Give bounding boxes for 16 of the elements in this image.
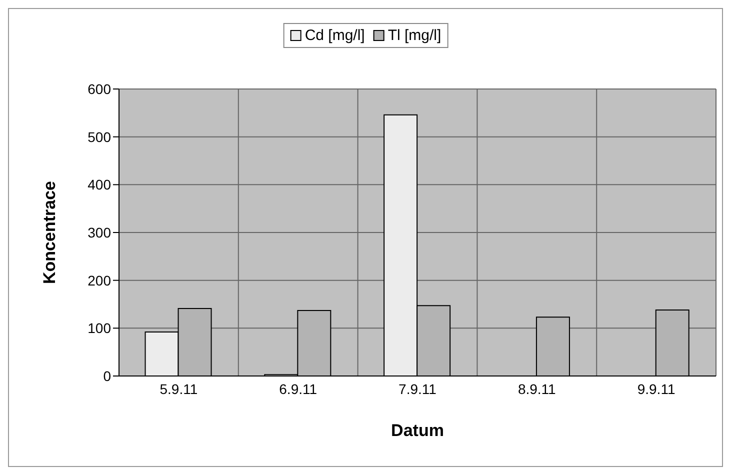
y-tick-label: 200: [88, 272, 112, 288]
x-tick-label: 9.9.11: [637, 380, 676, 397]
legend-label: Tl [mg/l]: [388, 27, 442, 44]
y-tick-label: 300: [88, 224, 112, 240]
y-tick-label: 400: [88, 176, 112, 193]
y-tick-label: 100: [88, 320, 112, 336]
legend-label: Cd [mg/l]: [304, 27, 365, 44]
x-tick-label: 8.9.11: [518, 380, 556, 397]
y-tick-label: 500: [88, 128, 112, 145]
y-axis-title: Koncentrace: [40, 181, 60, 284]
x-tick-label: 5.9.11: [160, 380, 198, 397]
x-tick-label: 6.9.11: [279, 380, 318, 397]
x-axis-title: Datum: [391, 421, 444, 440]
y-tick-label: 600: [88, 80, 112, 97]
x-tick-label: 7.9.11: [398, 380, 437, 397]
y-tick-label: 0: [103, 368, 112, 384]
